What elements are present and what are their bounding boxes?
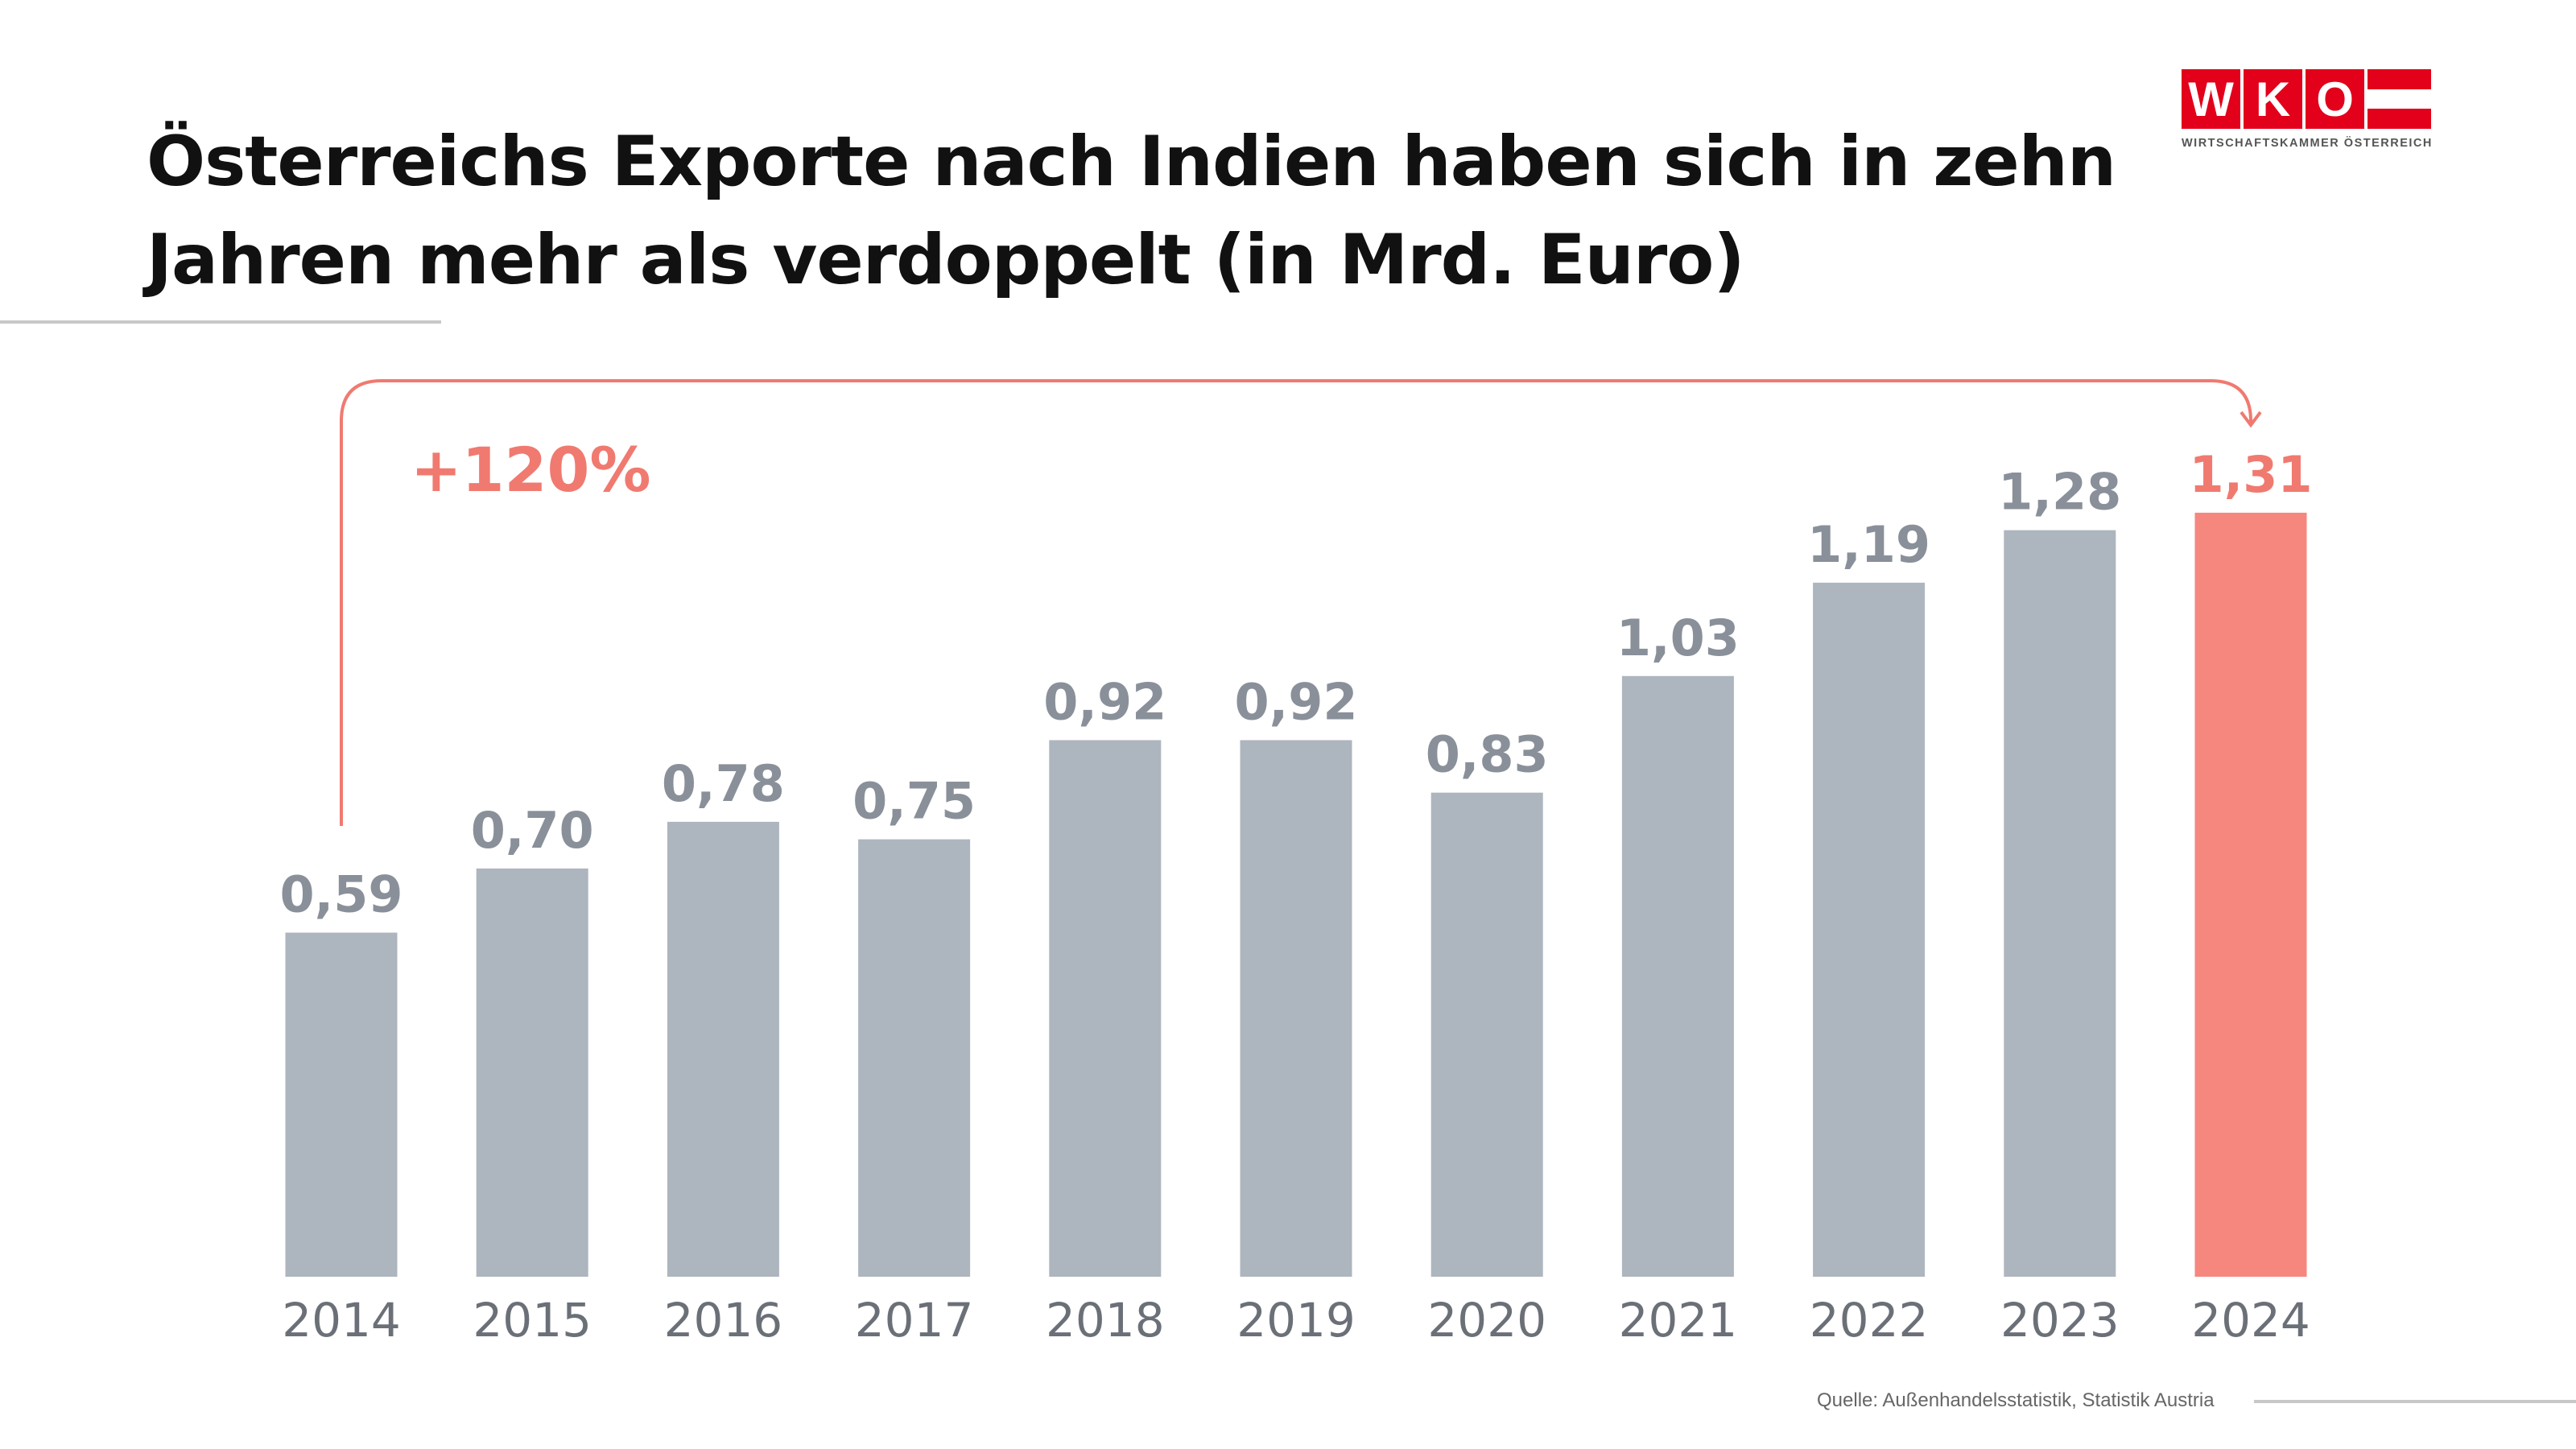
logo-letter-o: O [2306, 69, 2365, 129]
bar-2023 [2004, 530, 2116, 1277]
logo-letter-k: K [2244, 69, 2303, 129]
bar-2016 [667, 821, 779, 1277]
bar-2019 [1240, 740, 1352, 1277]
value-label-2015: 0,70 [471, 801, 594, 860]
bar-2024 [2194, 512, 2307, 1277]
title-line-2: Jahren mehr als verdoppelt (in Mrd. Euro… [147, 220, 1745, 300]
value-label-2024: 1,31 [2190, 445, 2313, 504]
source-note: Quelle: Außenhandelsstatistik, Statistik… [1817, 1389, 2215, 1411]
value-label-2022: 1,19 [1807, 515, 1930, 574]
x-tick-2021: 2021 [1619, 1293, 1738, 1348]
x-tick-2022: 2022 [1810, 1293, 1929, 1348]
bar-2018 [1049, 740, 1162, 1277]
logo-flag-icon [2368, 69, 2431, 130]
arrow-down-icon [2240, 411, 2262, 428]
source-line [2254, 1400, 2576, 1403]
bar-2022 [1813, 582, 1926, 1277]
value-label-2019: 0,92 [1235, 672, 1358, 731]
title-divider [0, 320, 441, 324]
x-tick-2023: 2023 [2000, 1293, 2120, 1348]
x-tick-2016: 2016 [664, 1293, 783, 1348]
bar-2017 [858, 839, 971, 1277]
logo-letter-w: W [2182, 69, 2241, 129]
logo-subtitle: WIRTSCHAFTSKAMMER ÖSTERREICH [2182, 137, 2433, 150]
x-tick-2019: 2019 [1236, 1293, 1356, 1348]
bar-2020 [1430, 792, 1543, 1277]
title-line-1: Österreichs Exporte nach Indien haben si… [147, 122, 2116, 202]
value-label-2014: 0,59 [280, 865, 403, 924]
bar-2014 [285, 932, 398, 1277]
x-tick-2018: 2018 [1046, 1293, 1165, 1348]
growth-bracket [340, 379, 2252, 826]
bar-2015 [476, 868, 588, 1277]
value-label-2016: 0,78 [662, 754, 785, 813]
wko-logo: W K O WIRTSCHAFTSKAMMER ÖSTERREICH [2182, 69, 2431, 150]
growth-annotation: +120% [411, 434, 650, 506]
value-label-2023: 1,28 [1998, 463, 2121, 522]
chart-title: Österreichs Exporte nach Indien haben si… [147, 113, 2116, 309]
value-label-2021: 1,03 [1616, 609, 1740, 667]
value-label-2018: 0,92 [1043, 672, 1166, 731]
value-label-2020: 0,83 [1426, 725, 1549, 784]
x-tick-2015: 2015 [473, 1293, 592, 1348]
x-tick-2020: 2020 [1427, 1293, 1546, 1348]
bar-2021 [1621, 675, 1734, 1277]
value-label-2017: 0,75 [852, 772, 976, 831]
x-tick-2024: 2024 [2191, 1293, 2310, 1348]
x-tick-2014: 2014 [282, 1293, 401, 1348]
x-tick-2017: 2017 [855, 1293, 974, 1348]
